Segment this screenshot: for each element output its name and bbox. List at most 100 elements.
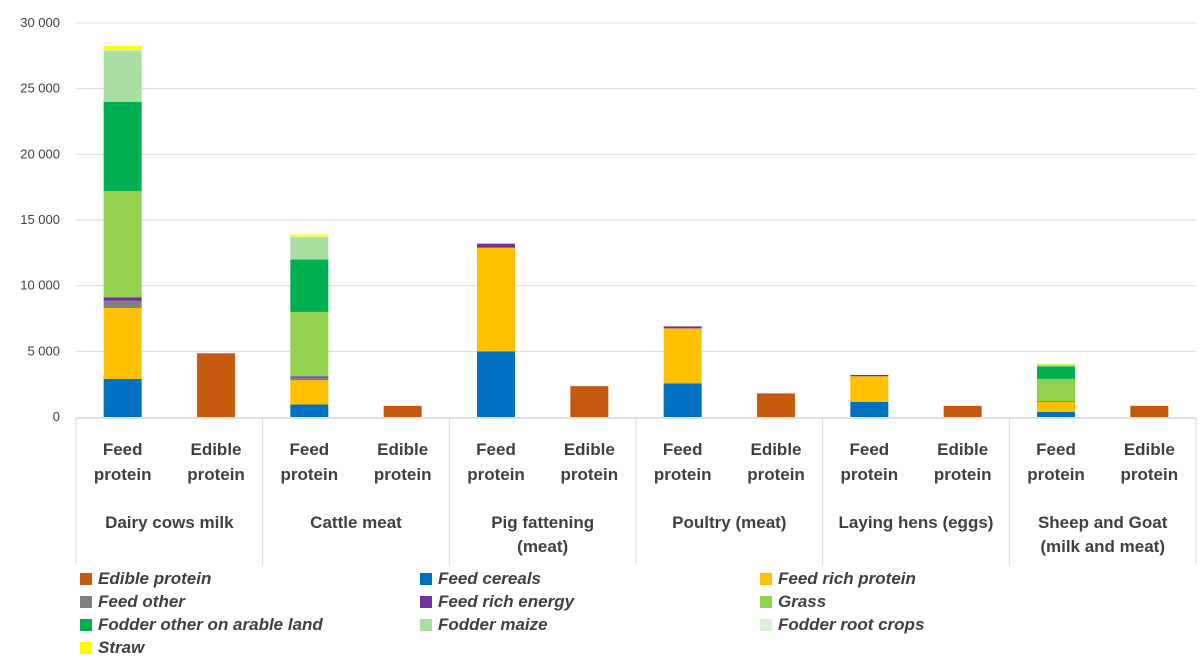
bar-label: Edible bbox=[377, 440, 428, 459]
bar-segment bbox=[103, 378, 142, 417]
bar-label: Feed bbox=[1036, 440, 1076, 459]
bar-segment bbox=[850, 376, 889, 402]
bar-label: Feed bbox=[849, 440, 889, 459]
bar-segment bbox=[103, 300, 142, 308]
bar-segment bbox=[290, 404, 329, 417]
y-tick-label: 30 000 bbox=[20, 15, 60, 30]
bar-label: protein bbox=[374, 465, 432, 484]
y-tick-label: 0 bbox=[53, 409, 60, 424]
bar-segment bbox=[103, 45, 142, 50]
bar-segment bbox=[757, 393, 795, 417]
legend-swatch bbox=[420, 596, 432, 608]
bar-label: protein bbox=[934, 465, 992, 484]
bar-label: protein bbox=[94, 465, 152, 484]
y-axis-ticks: 0 5 000 10 000 15 000 20 000 25 000 30 000 bbox=[20, 15, 60, 424]
legend-label: Fodder other on arable land bbox=[98, 615, 323, 634]
bar-segment bbox=[103, 49, 142, 51]
bar-segment bbox=[1037, 378, 1075, 402]
legend-swatch bbox=[80, 642, 92, 654]
group-label: Dairy cows milk bbox=[105, 513, 234, 532]
bar-segment bbox=[290, 376, 329, 378]
bar-segment bbox=[290, 380, 329, 405]
bar-segment bbox=[1130, 405, 1169, 417]
legend-item: Fodder other on arable land bbox=[80, 614, 323, 636]
bar-label: Edible bbox=[190, 440, 241, 459]
bar-segment bbox=[103, 297, 142, 301]
legend-swatch bbox=[80, 573, 92, 585]
legend-label: Grass bbox=[778, 592, 827, 611]
bar-segment bbox=[477, 351, 515, 417]
legend-item: Edible protein bbox=[80, 568, 211, 590]
legend-swatch bbox=[760, 573, 772, 585]
bar-segment bbox=[290, 259, 329, 312]
bar-label: Feed bbox=[103, 440, 143, 459]
y-tick-label: 20 000 bbox=[20, 146, 60, 161]
bar-label: protein bbox=[281, 465, 339, 484]
bar-label: protein bbox=[841, 465, 899, 484]
bar-label: protein bbox=[467, 465, 525, 484]
bar-label: Edible bbox=[1124, 440, 1175, 459]
legend-label: Fodder maize bbox=[438, 615, 548, 634]
bar-segment bbox=[290, 237, 329, 260]
bar-segment bbox=[103, 307, 142, 379]
group-label: Pig fattening bbox=[491, 513, 594, 532]
legend-item: Fodder root crops bbox=[760, 614, 924, 636]
group-label: Sheep and Goat bbox=[1038, 513, 1168, 532]
bar-segment bbox=[663, 326, 702, 329]
bar-label: Edible bbox=[750, 440, 801, 459]
bar-segment bbox=[197, 353, 235, 417]
bar-segment bbox=[103, 191, 142, 298]
y-tick-label: 25 000 bbox=[20, 81, 60, 96]
bar-segment bbox=[103, 101, 142, 192]
bar-segment bbox=[1037, 401, 1075, 412]
legend-item: Straw bbox=[80, 637, 144, 659]
bar-label: protein bbox=[747, 465, 805, 484]
legend-label: Edible protein bbox=[98, 569, 212, 588]
bar-label: Feed bbox=[289, 440, 329, 459]
y-tick-label: 10 000 bbox=[20, 278, 60, 293]
bar-segment bbox=[850, 374, 889, 377]
bar-segment bbox=[290, 234, 329, 237]
legend-item: Feed cereals bbox=[420, 568, 541, 590]
bar-segment bbox=[1037, 364, 1075, 367]
legend-label: Straw bbox=[98, 638, 145, 657]
group-label: Cattle meat bbox=[310, 513, 402, 532]
bars bbox=[103, 45, 1169, 417]
legend-label: Feed rich energy bbox=[438, 592, 575, 611]
bar-label: Feed bbox=[663, 440, 703, 459]
bar-segment bbox=[1037, 366, 1075, 379]
bar-segment bbox=[290, 377, 329, 381]
bar-label: Edible bbox=[564, 440, 615, 459]
bar-segment bbox=[570, 386, 609, 417]
legend-label: Feed rich protein bbox=[778, 569, 916, 588]
y-tick-label: 15 000 bbox=[20, 212, 60, 227]
bar-segment bbox=[477, 243, 515, 248]
legend-swatch bbox=[80, 619, 92, 631]
bar-label: Edible bbox=[937, 440, 988, 459]
legend-item: Grass bbox=[760, 591, 826, 613]
legend-swatch bbox=[760, 596, 772, 608]
legend-swatch bbox=[760, 619, 772, 631]
y-tick-label: 5 000 bbox=[27, 343, 60, 358]
bar-segment bbox=[103, 50, 142, 102]
bar-segment bbox=[850, 401, 889, 417]
gridlines bbox=[76, 22, 1196, 352]
bar-segment bbox=[1037, 363, 1075, 365]
legend-item: Fodder maize bbox=[420, 614, 548, 636]
legend-item: Feed other bbox=[80, 591, 185, 613]
legend-swatch bbox=[80, 596, 92, 608]
bar-label: protein bbox=[1027, 465, 1085, 484]
group-label: Laying hens (eggs) bbox=[839, 513, 994, 532]
legend-item: Feed rich protein bbox=[760, 568, 916, 590]
legend-swatch bbox=[420, 619, 432, 631]
legend-label: Feed other bbox=[98, 592, 185, 611]
group-label: (milk and meat) bbox=[1040, 537, 1165, 556]
bar-segment bbox=[290, 236, 329, 238]
legend-label: Feed cereals bbox=[438, 569, 542, 588]
legend-item: Feed rich energy bbox=[420, 591, 574, 613]
bar-segment bbox=[1037, 401, 1075, 402]
bar-segment bbox=[383, 405, 422, 417]
bar-segment bbox=[290, 311, 329, 377]
bar-segment bbox=[663, 328, 702, 384]
